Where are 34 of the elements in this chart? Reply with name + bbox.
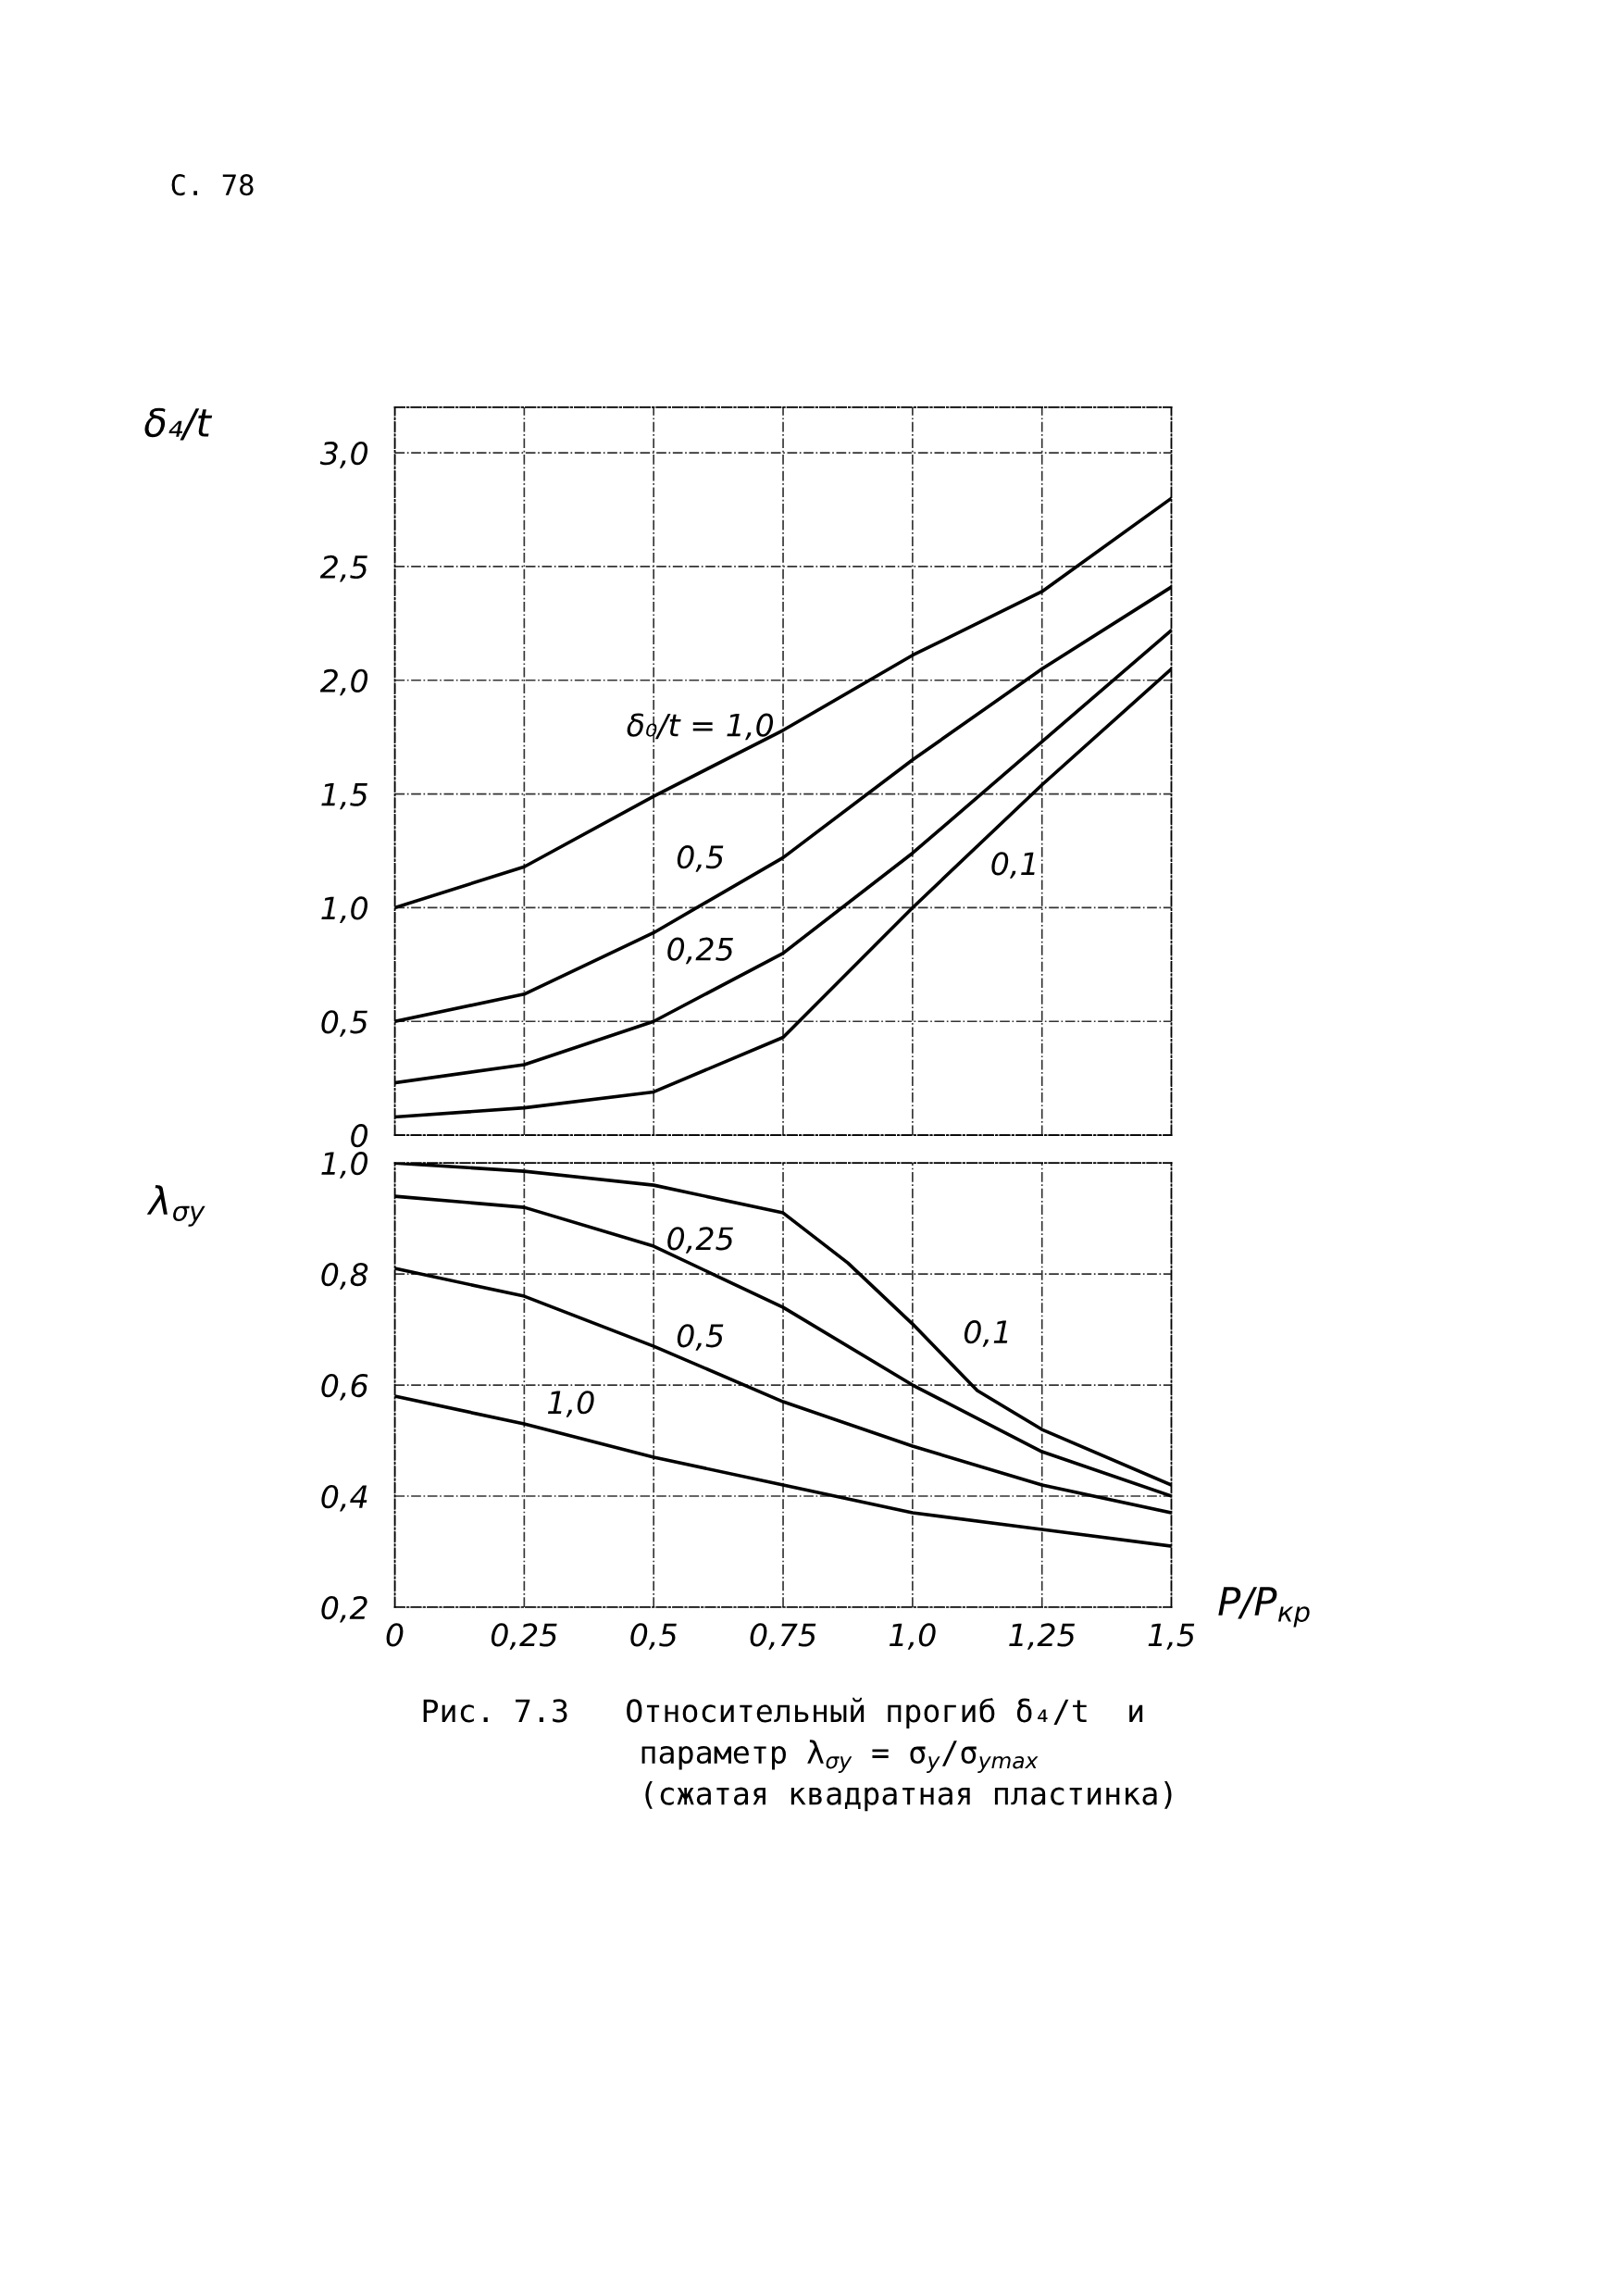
series-label: 0,5: [677, 1324, 724, 1351]
y-tick-label: 2,0: [319, 668, 368, 696]
y-tick-label: 1,0: [321, 1152, 368, 1179]
x-tick-label: 1,5: [1148, 1623, 1195, 1650]
x-tick-label: 1,25: [1009, 1623, 1075, 1650]
series-label: 0,1: [964, 1320, 1008, 1347]
y-tick-label: 3,0: [319, 442, 368, 468]
x-tick-label: 0,25: [491, 1623, 557, 1650]
y-tick-label: 0,8: [321, 1263, 368, 1290]
series-label: 0,25: [667, 1227, 733, 1254]
series-label: 0,1: [991, 852, 1035, 879]
y-tick-label: 1,5: [321, 782, 367, 810]
x-tick-label: 0,75: [750, 1623, 816, 1650]
y-tick-label: 1,0: [321, 896, 368, 923]
text: параметр λ$_{σy}$ = σ$_{y}$/σ$_{ymax}$: [641, 1740, 1039, 1773]
series-label: 1,0: [547, 1391, 594, 1417]
x-tick-label: 0: [386, 1623, 404, 1647]
y-axis-title: λ$_{σy}$: [146, 1185, 205, 1227]
y-tick-label: 0,5: [321, 1010, 367, 1037]
x-axis-title: P/P$_{кр}$: [1218, 1587, 1310, 1628]
x-tick-label: 0,5: [630, 1623, 677, 1650]
text: С. 78: [171, 174, 254, 196]
y-axis-title: δ₄/t: [144, 407, 213, 441]
series-label: δ₀/t = 1,0: [627, 713, 774, 741]
y-tick-label: 0: [351, 1124, 368, 1148]
series-label: 0,25: [667, 937, 733, 965]
y-tick-label: 2,5: [319, 555, 367, 582]
series-label: 0,5: [677, 845, 724, 872]
x-tick-label: 1,0: [890, 1623, 936, 1650]
text: (сжатая квадратная пластинка): [645, 1780, 1172, 1812]
text: Рис. 7.3 Относительный прогиб δ₄/t и: [423, 1697, 1143, 1728]
y-tick-label: 0,4: [321, 1484, 367, 1512]
y-tick-label: 0,2: [321, 1595, 367, 1623]
y-tick-label: 0,6: [321, 1373, 368, 1401]
